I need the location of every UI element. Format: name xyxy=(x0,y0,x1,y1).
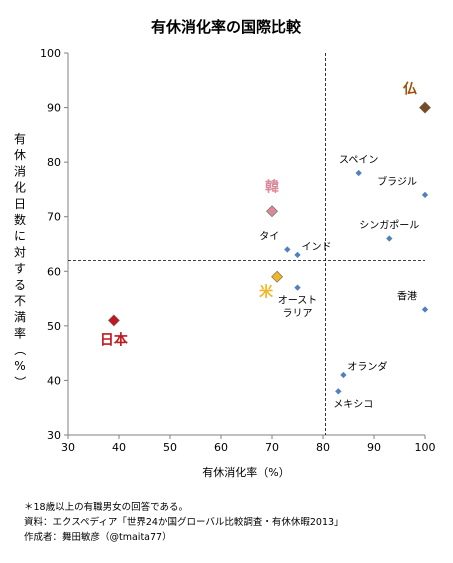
point-label: スペイン xyxy=(339,155,378,166)
tick-labels: 30 40 50 60 70 80 90 100 30 40 50 60 70 80 90 100 xyxy=(40,47,436,454)
point-marker xyxy=(266,205,278,218)
x-axis-label: 有休消化率（%） xyxy=(202,465,289,479)
point-label: ラリア xyxy=(283,308,313,320)
y-tick-label: 100 xyxy=(40,47,61,60)
reference-lines xyxy=(68,53,425,435)
y-tick-label: 40 xyxy=(47,374,61,387)
data-points xyxy=(107,101,431,395)
point-label: タイ xyxy=(259,230,279,242)
y-tick-label: 60 xyxy=(47,265,61,278)
y-axis-label-char: 休 xyxy=(14,148,26,162)
point-marker xyxy=(419,101,431,114)
y-axis-label-char: 率 xyxy=(14,325,26,340)
point-label: 日本 xyxy=(100,331,129,348)
x-tick-label: 60 xyxy=(214,441,228,454)
y-axis-label-char: 数 xyxy=(14,212,26,227)
point-marker xyxy=(294,284,301,291)
point-label: メキシコ xyxy=(333,399,373,410)
x-tick-label: 40 xyxy=(112,441,126,454)
footnote-author: 作成者：舞田敏彦（@tmaita77） xyxy=(24,532,172,543)
footnote-source: 資料：エクスペディア「世界24か国グローバル比較調査・有休休暇2013」 xyxy=(24,517,344,528)
point-label: オランダ xyxy=(347,360,387,373)
y-axis-label-char: % xyxy=(14,359,25,373)
y-axis-label-char: 有 xyxy=(14,132,26,146)
x-tick-label: 30 xyxy=(61,441,75,454)
point-label: 仏 xyxy=(403,82,417,98)
y-axis-label-char: 日 xyxy=(14,197,26,211)
y-axis-label-char: 満 xyxy=(14,310,26,324)
y-axis-label-char: 不 xyxy=(14,294,26,308)
y-axis-label-char: る xyxy=(14,278,26,292)
y-axis-label-char: （ xyxy=(13,344,27,356)
y-axis-label-char: 消 xyxy=(14,164,26,178)
chart-title: 有休消化率の国際比較 xyxy=(151,18,302,36)
y-tick-label: 70 xyxy=(47,211,61,224)
point-marker xyxy=(421,191,429,199)
y-axis-label-char: ） xyxy=(13,376,27,388)
y-axis-label-char: す xyxy=(14,262,26,276)
x-tick-label: 90 xyxy=(367,441,381,454)
footnotes: ＊18歳以上の有職男女の回答である。 資料：エクスペディア「世界24か国グローバ… xyxy=(24,500,344,545)
y-axis-label-char: に xyxy=(14,229,26,243)
point-marker xyxy=(294,251,301,259)
y-tick-label: 50 xyxy=(47,320,61,333)
point-label: 米 xyxy=(259,284,274,301)
point-marker xyxy=(386,235,393,242)
point-label: 香港 xyxy=(397,290,417,302)
point-marker xyxy=(271,270,284,283)
x-tick-label: 80 xyxy=(316,441,330,454)
y-tick-label: 80 xyxy=(47,156,61,169)
point-marker xyxy=(340,371,347,379)
point-label: シンガポール xyxy=(359,220,419,232)
point-marker xyxy=(421,306,429,313)
x-tick-label: 50 xyxy=(163,441,177,454)
x-tick-label: 100 xyxy=(415,441,436,454)
x-tick-label: 70 xyxy=(265,441,279,454)
point-marker xyxy=(355,169,362,177)
point-label: ブラジル xyxy=(377,175,417,188)
point-label: オースト xyxy=(278,295,318,307)
point-marker xyxy=(335,388,342,395)
y-tick-label: 90 xyxy=(47,102,61,115)
y-axis-label-char: 化 xyxy=(14,181,26,195)
point-marker xyxy=(284,246,291,253)
y-axis-label-char: 対 xyxy=(14,245,26,259)
point-marker xyxy=(107,314,120,327)
point-label: 韓 xyxy=(265,178,279,195)
plot-axes xyxy=(64,52,426,439)
footnote-respondents: ＊18歳以上の有職男女の回答である。 xyxy=(24,502,188,513)
point-label: インド xyxy=(302,242,332,253)
y-tick-label: 30 xyxy=(47,429,61,442)
